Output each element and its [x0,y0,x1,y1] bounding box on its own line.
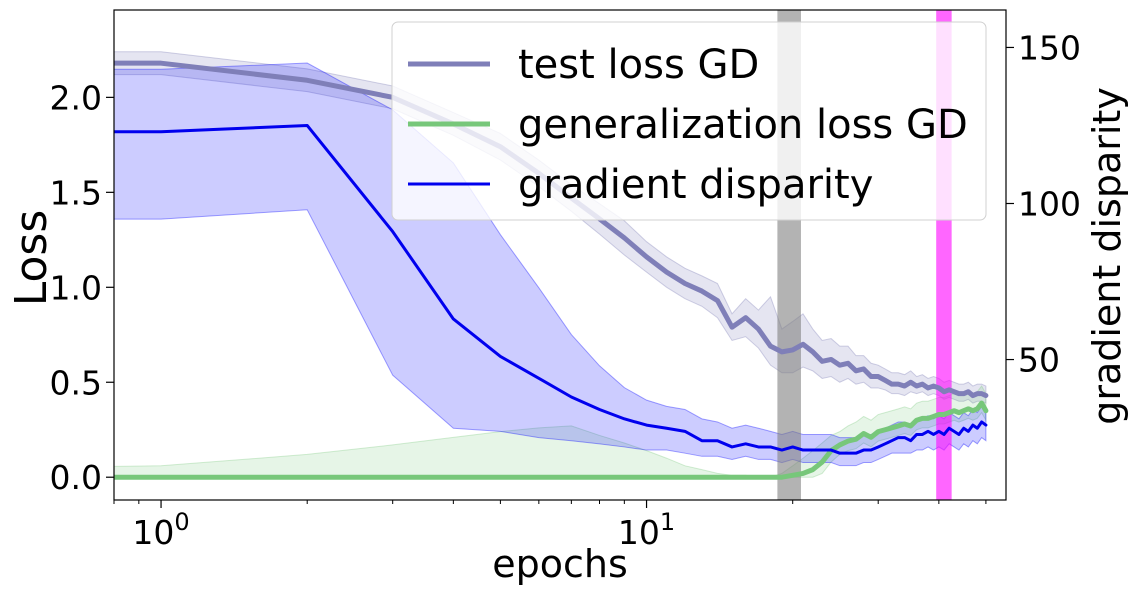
y-tick-label: 1.5 [50,173,102,212]
x-axis-title: epochs [492,542,628,586]
line-test-loss-gd [114,60,989,399]
band-gradient-disparity [114,62,987,467]
series-lines-layer [114,60,989,480]
legend-label: generalization loss GD [518,102,968,148]
y-axis-title: Loss [6,210,57,307]
legend-label: test loss GD [518,42,759,88]
y-tick-label: 0.0 [50,458,102,497]
y2-tick-label: 50 [1018,341,1060,380]
plot-frame [113,9,1007,501]
ticks-layer: 100 101 0.0 0.5 1.0 1.5 2.0 50 100 150 [50,28,1081,552]
y2-tick-label: 100 [1018,185,1081,224]
line-gradient-disparity [114,123,988,455]
x-tick-label: 100 [132,508,189,552]
y-tick-label: 0.5 [50,363,102,402]
line-generalization-loss-gd [114,400,989,480]
legend: test loss GD generalization loss GD gradie… [391,21,987,221]
legend-label: gradient disparity [518,162,873,208]
y-tick-label: 2.0 [50,78,102,117]
band-test-loss-gd [114,51,987,404]
y2-axis-title: gradient disparity [1085,87,1129,425]
x-tick-label: 101 [618,508,675,552]
y-tick-label: 1.0 [50,268,102,307]
y2-tick-label: 150 [1018,28,1081,67]
legend-box [391,21,987,221]
